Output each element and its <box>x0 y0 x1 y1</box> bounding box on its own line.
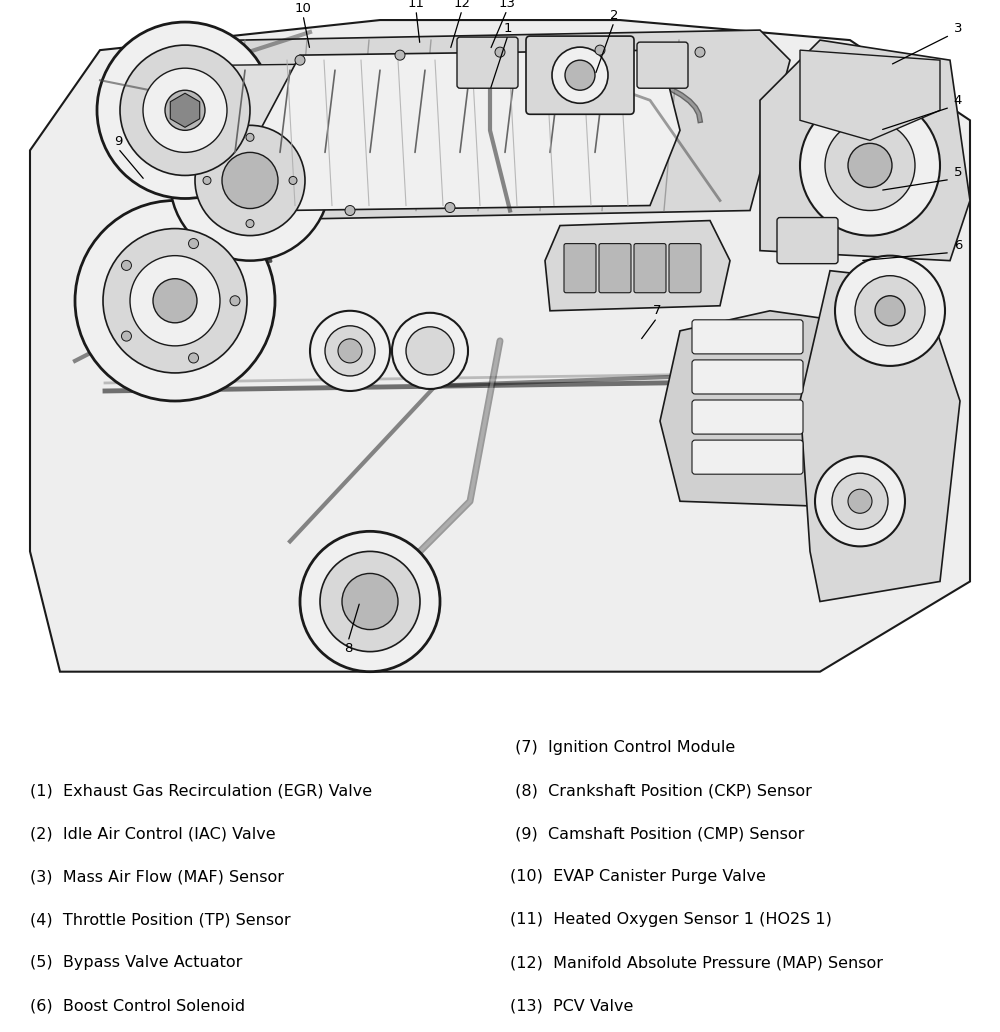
Circle shape <box>289 176 297 185</box>
Circle shape <box>338 338 362 363</box>
FancyBboxPatch shape <box>692 440 803 474</box>
Circle shape <box>835 256 945 366</box>
Circle shape <box>246 133 254 141</box>
Circle shape <box>195 125 305 235</box>
Circle shape <box>832 474 888 529</box>
Circle shape <box>222 153 278 208</box>
Text: 2: 2 <box>610 8 618 22</box>
Circle shape <box>170 100 330 261</box>
Text: 1: 1 <box>504 22 512 34</box>
Circle shape <box>143 68 227 153</box>
Text: (13)  PCV Valve: (13) PCV Valve <box>510 998 633 1013</box>
Text: 10: 10 <box>295 1 311 14</box>
Text: (11)  Heated Oxygen Sensor 1 (HO2S 1): (11) Heated Oxygen Sensor 1 (HO2S 1) <box>510 912 832 927</box>
Circle shape <box>165 90 205 130</box>
Polygon shape <box>30 20 970 672</box>
Text: 4: 4 <box>954 94 962 106</box>
Circle shape <box>695 47 705 57</box>
Circle shape <box>153 279 197 323</box>
Circle shape <box>75 200 275 401</box>
Polygon shape <box>800 270 960 602</box>
FancyBboxPatch shape <box>777 218 838 263</box>
Circle shape <box>120 45 250 175</box>
Circle shape <box>130 256 220 346</box>
Text: (10)  EVAP Canister Purge Valve: (10) EVAP Canister Purge Valve <box>510 869 766 884</box>
Circle shape <box>246 220 254 228</box>
FancyBboxPatch shape <box>564 244 596 293</box>
Circle shape <box>406 327 454 375</box>
Polygon shape <box>660 311 860 507</box>
Text: 11: 11 <box>408 0 424 9</box>
Circle shape <box>121 331 131 342</box>
Polygon shape <box>200 60 670 156</box>
Circle shape <box>445 202 455 213</box>
Circle shape <box>595 45 605 55</box>
Text: 9: 9 <box>114 135 122 148</box>
Circle shape <box>855 276 925 346</box>
FancyBboxPatch shape <box>692 320 803 354</box>
FancyBboxPatch shape <box>637 42 688 88</box>
FancyBboxPatch shape <box>692 360 803 394</box>
Text: (8)  Crankshaft Position (CKP) Sensor: (8) Crankshaft Position (CKP) Sensor <box>510 783 812 799</box>
Text: 12: 12 <box>454 0 471 9</box>
FancyBboxPatch shape <box>457 37 518 88</box>
Circle shape <box>325 326 375 376</box>
Circle shape <box>320 551 420 651</box>
FancyBboxPatch shape <box>599 244 631 293</box>
Text: (4)  Throttle Position (TP) Sensor: (4) Throttle Position (TP) Sensor <box>30 912 291 927</box>
Circle shape <box>189 353 199 363</box>
Circle shape <box>310 311 390 391</box>
Circle shape <box>97 22 273 198</box>
Text: 5: 5 <box>954 166 962 179</box>
Circle shape <box>345 205 355 216</box>
Text: 13: 13 <box>498 0 516 9</box>
FancyBboxPatch shape <box>669 244 701 293</box>
Circle shape <box>203 176 211 185</box>
Polygon shape <box>545 221 730 311</box>
Text: (3)  Mass Air Flow (MAF) Sensor: (3) Mass Air Flow (MAF) Sensor <box>30 869 284 884</box>
FancyBboxPatch shape <box>526 36 634 115</box>
Circle shape <box>392 313 468 389</box>
Text: (6)  Boost Control Solenoid: (6) Boost Control Solenoid <box>30 998 245 1013</box>
Text: (5)  Bypass Valve Actuator: (5) Bypass Valve Actuator <box>30 956 242 970</box>
Circle shape <box>103 228 247 373</box>
Polygon shape <box>760 40 970 261</box>
Circle shape <box>848 489 872 513</box>
Text: 8: 8 <box>344 642 352 655</box>
Circle shape <box>848 143 892 188</box>
Polygon shape <box>190 30 790 221</box>
Polygon shape <box>170 93 200 127</box>
Circle shape <box>815 456 905 546</box>
Circle shape <box>230 296 240 305</box>
Circle shape <box>825 121 915 211</box>
Text: 7: 7 <box>653 304 661 317</box>
Polygon shape <box>800 51 940 140</box>
Text: (7)  Ignition Control Module: (7) Ignition Control Module <box>510 741 735 755</box>
Circle shape <box>565 60 595 90</box>
Circle shape <box>552 47 608 103</box>
Circle shape <box>395 51 405 60</box>
Circle shape <box>875 296 905 326</box>
FancyBboxPatch shape <box>634 244 666 293</box>
Text: 6: 6 <box>954 239 962 252</box>
Text: (12)  Manifold Absolute Pressure (MAP) Sensor: (12) Manifold Absolute Pressure (MAP) Se… <box>510 956 883 970</box>
Circle shape <box>121 260 131 270</box>
Circle shape <box>300 531 440 672</box>
Circle shape <box>800 95 940 235</box>
Circle shape <box>342 574 398 630</box>
Circle shape <box>495 47 505 57</box>
Circle shape <box>189 238 199 249</box>
Text: (2)  Idle Air Control (IAC) Valve: (2) Idle Air Control (IAC) Valve <box>30 827 276 841</box>
FancyBboxPatch shape <box>692 400 803 434</box>
Text: 3: 3 <box>954 22 962 34</box>
Text: (9)  Camshaft Position (CMP) Sensor: (9) Camshaft Position (CMP) Sensor <box>510 827 804 841</box>
Circle shape <box>295 55 305 65</box>
Polygon shape <box>260 51 680 211</box>
Text: (1)  Exhaust Gas Recirculation (EGR) Valve: (1) Exhaust Gas Recirculation (EGR) Valv… <box>30 783 372 799</box>
